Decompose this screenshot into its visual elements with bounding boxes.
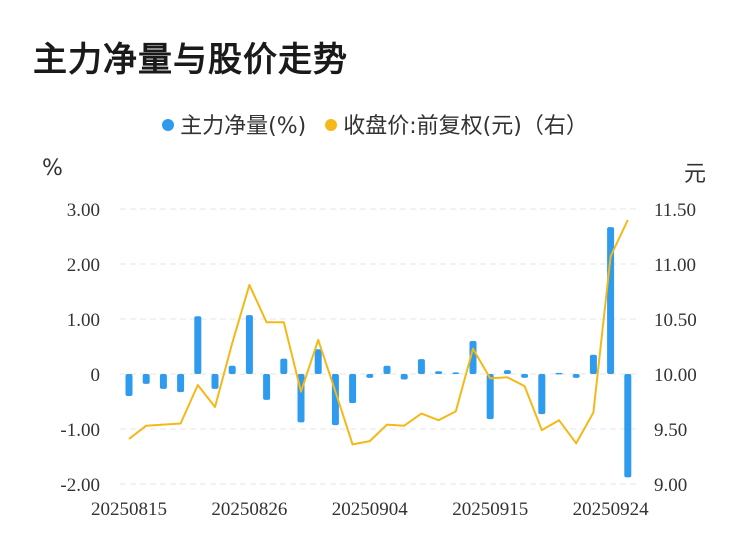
bar [211,374,219,389]
right-axis-unit: 元 [684,162,707,187]
right-tick-label: 11.00 [654,255,696,276]
legend-bar-dot-icon [162,119,175,131]
legend-bar-label: 主力净量(%) [180,114,307,139]
bar [349,374,357,404]
bar [366,374,374,378]
bar [469,341,477,374]
left-axis-unit: % [42,156,63,181]
right-tick-label: 10.00 [654,365,697,386]
price-line [128,219,629,446]
bar [280,358,288,374]
left-tick-label: 3.00 [67,200,100,221]
bar [452,372,460,374]
bar [245,315,253,374]
bar [503,370,511,374]
bar [194,316,202,374]
left-tick-label: 2.00 [67,255,100,276]
bar [417,359,425,374]
left-tick-label: 0 [91,365,101,386]
bar [435,371,443,374]
bar [125,374,133,396]
right-tick-label: 11.50 [654,200,696,221]
bar [538,374,546,415]
right-tick-label: 10.50 [654,310,697,331]
bar [589,354,597,374]
x-tick-label: 20250826 [211,499,287,520]
legend-line-label: 收盘价:前复权(元)（右） [343,114,588,139]
left-tick-label: 1.00 [67,310,100,331]
bar [263,374,271,400]
bar [555,372,563,375]
bar [314,349,322,374]
bar [177,374,185,393]
bar [486,374,494,420]
legend-item-bar[interactable]: 主力净量(%) [162,108,306,140]
left-tick-label: -1.00 [60,420,100,441]
x-tick-label: 20250904 [332,499,409,520]
bar [400,374,408,380]
legend: 主力净量(%) 收盘价:前复权(元)（右） [0,108,750,140]
bar [383,365,391,374]
bar [228,365,236,374]
chart-title: 主力净量与股价走势 [33,40,348,80]
bar [142,374,150,384]
bar [159,374,167,389]
legend-item-line[interactable]: 收盘价:前复权(元)（右） [325,108,588,140]
x-tick-label: 20250815 [91,499,167,520]
left-tick-label: -2.00 [60,475,100,496]
bar [521,374,529,378]
x-tick-label: 20250924 [573,499,650,520]
x-tick-label: 20250915 [452,499,528,520]
right-tick-label: 9.00 [654,475,687,496]
bar [572,374,580,378]
legend-line-dot-icon [325,119,338,131]
bar [624,374,632,478]
right-tick-label: 9.50 [654,420,687,441]
